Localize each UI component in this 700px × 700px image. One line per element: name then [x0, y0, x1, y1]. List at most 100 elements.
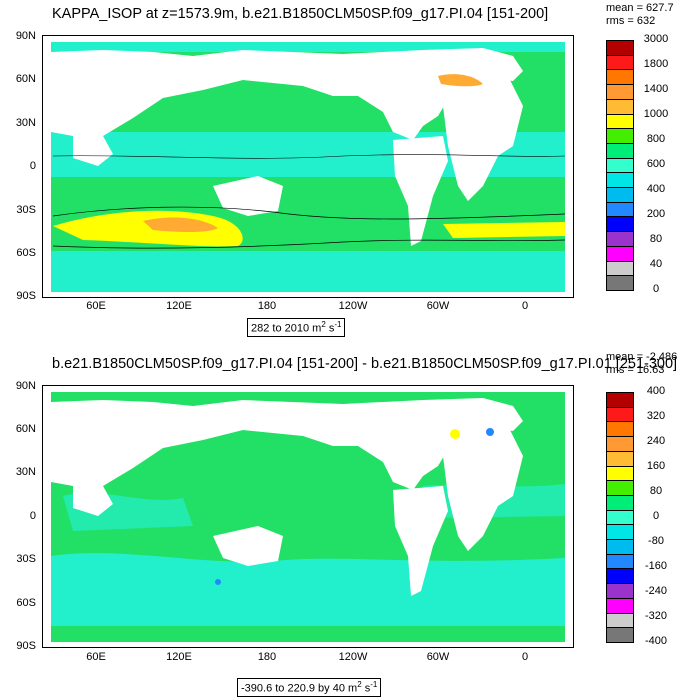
bottom-labrador-negative	[486, 428, 494, 436]
bottom-colorbar-swatch	[606, 465, 634, 482]
bottom-range-sup: 2	[357, 680, 362, 689]
top-colorbar-label: 400	[646, 183, 666, 195]
bottom-northern-continents	[51, 398, 523, 490]
top-africa-europe	[438, 66, 523, 201]
bottom-colorbar-swatch	[606, 406, 634, 423]
bottom-colorbar-swatch	[606, 421, 634, 438]
top-colorbar-label: 1800	[643, 58, 669, 70]
bottom-colorbar-label: 320	[646, 410, 666, 422]
top-colorbar-swatch	[606, 201, 634, 218]
bottom-colorbar-swatch	[606, 494, 634, 511]
bottom-stat-rms: rms = 16.63	[606, 364, 665, 376]
top-colorbar-swatch	[606, 142, 634, 159]
bottom-lat-tick: 90N	[15, 380, 36, 392]
top-lon-tick: 180	[257, 300, 277, 312]
bottom-colorbar-swatch	[606, 612, 634, 629]
bottom-colorbar-swatch	[606, 509, 634, 526]
bottom-australia	[213, 526, 283, 566]
top-map-svg	[51, 42, 566, 292]
bottom-map	[42, 385, 574, 648]
bottom-colorbar-label: -400	[644, 635, 668, 647]
bottom-colorbar-label: 240	[646, 435, 666, 447]
top-stat-rms: rms = 632	[606, 15, 656, 27]
top-range-sup: 2	[321, 320, 326, 329]
top-colorbar-label: 600	[646, 158, 666, 170]
bottom-lat-tick: 90S	[16, 640, 36, 652]
top-map	[42, 35, 574, 298]
top-colorbar-swatch	[606, 54, 634, 71]
top-contour-line	[52, 239, 566, 249]
top-colorbar-swatch	[606, 84, 634, 100]
top-colorbar-swatch	[606, 69, 634, 86]
top-lat-tick: 90S	[16, 290, 36, 302]
top-lon-tick: 60W	[426, 300, 450, 312]
top-lon-tick: 60E	[86, 300, 106, 312]
top-colorbar-swatch	[606, 157, 634, 174]
top-colorbar-swatch	[606, 245, 634, 262]
top-contour-line	[52, 206, 566, 220]
top-colorbar-label: 200	[646, 208, 666, 220]
top-india-region	[73, 136, 113, 166]
bottom-lat-tick: 60S	[16, 597, 36, 609]
top-northern-continents	[51, 48, 523, 140]
top-colorbar-swatch	[606, 172, 634, 189]
bottom-colorbar-label: 160	[646, 460, 666, 472]
top-colorbar-swatch	[606, 187, 634, 203]
bottom-africa-europe	[438, 416, 523, 551]
top-range-s: s	[325, 322, 335, 335]
bottom-colorbar-swatch	[606, 392, 634, 408]
bottom-colorbar-swatch	[606, 524, 634, 541]
bottom-india-region	[73, 486, 113, 516]
bottom-colorbar-swatch	[606, 436, 634, 452]
bottom-lon-tick: 180	[257, 651, 277, 663]
top-range-label: 282 to 2010 m2 s-1	[247, 318, 346, 337]
top-contour-line	[52, 154, 566, 159]
top-lon-tick: 120W	[338, 300, 368, 312]
top-colorbar-swatch	[606, 128, 634, 144]
bottom-panel-title: b.e21.B1850CLM50SP.f09_g17.PI.04 [151-20…	[52, 356, 678, 372]
top-lat-tick: 0	[29, 160, 36, 172]
top-australia	[213, 176, 283, 216]
top-lat-tick: 30S	[16, 204, 36, 216]
bottom-southern-negative-spot	[215, 579, 221, 585]
top-range-text: 282 to 2010 m	[251, 322, 322, 335]
top-colorbar-swatch	[606, 98, 634, 115]
bottom-colorbar-label: 0	[652, 510, 660, 522]
bottom-lat-tick: 30S	[16, 553, 36, 565]
bottom-colorbar-label: 400	[646, 385, 666, 397]
top-colorbar-label: 0	[652, 283, 660, 295]
bottom-stat-mean: mean = -2.486	[606, 351, 678, 363]
top-colorbar-swatch	[606, 40, 634, 56]
bottom-lon-tick: 60W	[426, 651, 450, 663]
top-southern-band	[51, 251, 565, 292]
bottom-colorbar: 400 320 240 160 80 0 -80 -160 -240 -320 -400	[606, 385, 676, 647]
bottom-colorbar-swatch	[606, 553, 634, 570]
bottom-lon-tick: 60E	[86, 651, 106, 663]
top-colorbar-swatch	[606, 231, 634, 247]
bottom-lat-tick: 60N	[15, 423, 36, 435]
bottom-colorbar-swatch	[606, 450, 634, 467]
top-south-america	[393, 136, 448, 246]
bottom-colorbar-label: -160	[644, 560, 668, 572]
top-southern-peak-region	[143, 217, 218, 232]
bottom-colorbar-label: -320	[644, 610, 668, 622]
bottom-colorbar-label: 80	[649, 485, 663, 497]
bottom-greenland-positive	[450, 429, 460, 439]
top-colorbar-label: 800	[646, 133, 666, 145]
top-colorbar-label: 3000	[643, 33, 669, 45]
top-stat-mean: mean = 627.7	[606, 2, 674, 14]
bottom-southern-negative	[51, 553, 565, 626]
top-lat-tick: 30N	[15, 117, 36, 129]
top-colorbar-label: 80	[649, 233, 663, 245]
top-lon-tick: 120E	[166, 300, 192, 312]
bottom-range-s: s	[361, 682, 371, 695]
top-colorbar-swatch	[606, 260, 634, 277]
top-colorbar-label: 1000	[643, 108, 669, 120]
top-lat-tick: 90N	[15, 30, 36, 42]
top-greenland-hot	[438, 74, 483, 87]
bottom-lat-tick: 30N	[15, 466, 36, 478]
bottom-map-svg	[51, 392, 565, 642]
bottom-colorbar-label: -240	[644, 585, 668, 597]
bottom-colorbar-swatch	[606, 627, 634, 643]
bottom-range-text: -390.6 to 220.9 by 40 m	[241, 682, 358, 695]
